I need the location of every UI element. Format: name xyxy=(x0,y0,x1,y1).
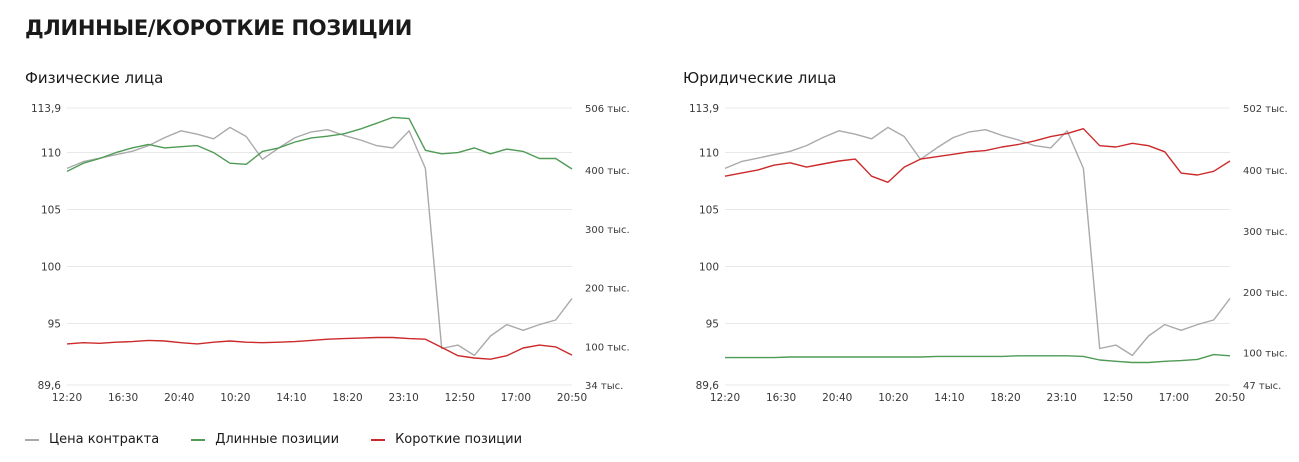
y-left-tick-label: 89,6 xyxy=(38,380,62,392)
legend-label: Длинные позиции xyxy=(215,432,340,447)
x-tick-label: 20:50 xyxy=(1215,392,1245,404)
y-right-tick-label: 34 тыс. xyxy=(585,381,623,392)
y-right-tick-label: 200 тыс. xyxy=(1243,288,1288,299)
y-left-tick-label: 105 xyxy=(41,204,61,216)
y-left-tick-label: 105 xyxy=(699,204,719,216)
legend-label: Цена контракта xyxy=(49,432,160,447)
y-left-tick-label: 100 xyxy=(41,261,61,273)
x-tick-label: 17:00 xyxy=(501,392,531,404)
short-positions-line xyxy=(66,336,573,360)
x-tick-label: 12:50 xyxy=(1103,392,1133,404)
y-right-tick-label: 506 тыс. xyxy=(585,104,630,115)
chart-title: Юридические лица xyxy=(683,69,837,87)
page-title: ДЛИННЫЕ/КОРОТКИЕ ПОЗИЦИИ xyxy=(25,16,412,40)
legend-item-long[interactable]: Длинные позиции xyxy=(191,432,339,447)
price-line xyxy=(724,126,1231,357)
y-right-tick-label: 47 тыс. xyxy=(1243,381,1281,392)
y-left-tick-label: 113,9 xyxy=(689,103,719,115)
x-tick-label: 10:20 xyxy=(220,392,250,404)
legend-label: Короткие позиции xyxy=(395,432,523,447)
y-right-tick-label: 200 тыс. xyxy=(585,284,630,295)
x-tick-label: 12:50 xyxy=(445,392,475,404)
x-tick-label: 16:30 xyxy=(766,392,796,404)
x-tick-label: 20:40 xyxy=(822,392,852,404)
y-right-tick-label: 400 тыс. xyxy=(1243,166,1288,177)
y-right-tick-label: 300 тыс. xyxy=(585,225,630,236)
y-left-tick-label: 95 xyxy=(706,318,719,330)
y-right-tick-label: 300 тыс. xyxy=(1243,227,1288,238)
y-left-tick-label: 100 xyxy=(699,261,719,273)
legend-item-short[interactable]: Короткие позиции xyxy=(371,432,522,447)
x-tick-label: 14:10 xyxy=(276,392,306,404)
x-tick-label: 12:20 xyxy=(710,392,740,404)
chart-title: Физические лица xyxy=(25,69,164,87)
x-tick-label: 23:10 xyxy=(389,392,419,404)
legend-item-price[interactable]: Цена контракта xyxy=(25,432,159,447)
x-tick-label: 17:00 xyxy=(1159,392,1189,404)
long-positions-line xyxy=(725,353,1231,364)
x-tick-label: 23:10 xyxy=(1047,392,1077,404)
x-tick-label: 18:20 xyxy=(332,392,362,404)
x-tick-label: 20:40 xyxy=(164,392,194,404)
x-tick-label: 10:20 xyxy=(878,392,908,404)
long-positions-line xyxy=(66,116,573,173)
y-right-tick-label: 100 тыс. xyxy=(585,342,630,353)
chart-legal-entities: 89,6 95 100 105 110 113,9 47 тыс. 100 тыс. 200 т… xyxy=(689,103,1288,404)
y-left-tick-label: 113,9 xyxy=(31,103,61,115)
y-right-tick-label: 400 тыс. xyxy=(585,166,630,177)
x-tick-label: 20:50 xyxy=(557,392,587,404)
x-tick-label: 18:20 xyxy=(990,392,1020,404)
y-right-tick-label: 100 тыс. xyxy=(1243,349,1288,360)
chart-individuals: 89,6 95 100 105 110 113,9 34 тыс. 100 тыс. 200 т… xyxy=(31,103,630,404)
legend-swatch-short xyxy=(371,438,386,441)
y-left-tick-label: 110 xyxy=(699,147,719,159)
legend-swatch-price xyxy=(25,438,39,441)
legend: Цена контракта Длинные позиции Короткие … xyxy=(25,432,522,447)
x-tick-label: 14:10 xyxy=(934,392,964,404)
chart-panel-individuals: Физические лица 89,6 95 100 105 110 113,9 34 т… xyxy=(25,66,645,411)
legend-swatch-long xyxy=(191,438,206,441)
y-left-tick-label: 110 xyxy=(41,147,61,159)
x-tick-label: 16:30 xyxy=(108,392,138,404)
y-left-tick-label: 95 xyxy=(48,318,61,330)
y-left-tick-label: 89,6 xyxy=(696,380,720,392)
chart-panel-legal-entities: Юридические лица 89,6 95 100 105 110 113,9 47 … xyxy=(683,66,1299,411)
x-tick-label: 12:20 xyxy=(52,392,82,404)
price-line xyxy=(66,126,573,357)
y-right-tick-label: 502 тыс. xyxy=(1243,104,1288,115)
short-positions-line xyxy=(724,128,1231,184)
